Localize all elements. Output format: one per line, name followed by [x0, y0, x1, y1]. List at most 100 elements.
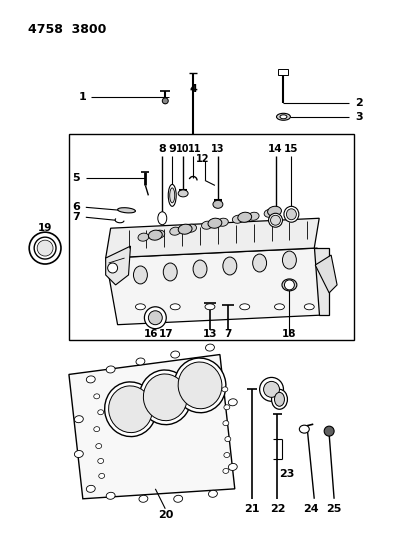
- Text: 24: 24: [304, 504, 319, 514]
- Ellipse shape: [98, 458, 104, 464]
- Ellipse shape: [268, 206, 282, 216]
- Text: 17: 17: [159, 329, 173, 338]
- Ellipse shape: [74, 416, 83, 423]
- Polygon shape: [106, 246, 131, 285]
- Ellipse shape: [86, 376, 95, 383]
- Ellipse shape: [104, 382, 156, 437]
- Ellipse shape: [170, 188, 175, 203]
- Ellipse shape: [154, 230, 165, 238]
- Ellipse shape: [74, 450, 83, 457]
- Ellipse shape: [264, 209, 275, 217]
- Ellipse shape: [282, 251, 296, 269]
- Ellipse shape: [202, 221, 213, 229]
- Ellipse shape: [178, 224, 192, 234]
- Ellipse shape: [94, 426, 100, 432]
- Ellipse shape: [174, 358, 226, 413]
- Text: 20: 20: [159, 510, 174, 520]
- Ellipse shape: [193, 260, 207, 278]
- Polygon shape: [314, 248, 329, 315]
- Text: 19: 19: [38, 223, 52, 233]
- Ellipse shape: [208, 490, 217, 497]
- Text: 14: 14: [268, 143, 283, 154]
- Ellipse shape: [240, 304, 250, 310]
- Circle shape: [284, 280, 295, 290]
- Text: 18: 18: [282, 329, 297, 338]
- Ellipse shape: [178, 362, 222, 409]
- Text: 3: 3: [355, 112, 363, 122]
- Ellipse shape: [106, 366, 115, 373]
- Ellipse shape: [222, 387, 228, 392]
- Ellipse shape: [223, 469, 229, 473]
- Ellipse shape: [217, 218, 228, 227]
- Ellipse shape: [223, 421, 229, 426]
- Circle shape: [29, 232, 61, 264]
- Ellipse shape: [272, 389, 287, 409]
- Text: 4758  3800: 4758 3800: [28, 23, 106, 36]
- Ellipse shape: [286, 209, 296, 220]
- Ellipse shape: [135, 304, 145, 310]
- Ellipse shape: [299, 425, 309, 433]
- Circle shape: [108, 263, 118, 273]
- Text: 23: 23: [279, 469, 294, 479]
- Ellipse shape: [208, 218, 222, 228]
- Ellipse shape: [99, 473, 105, 479]
- Text: 12: 12: [196, 154, 210, 164]
- Text: 9: 9: [168, 143, 176, 154]
- Polygon shape: [106, 248, 329, 325]
- Ellipse shape: [225, 437, 231, 442]
- Ellipse shape: [170, 227, 181, 235]
- Text: 2: 2: [355, 98, 363, 108]
- Ellipse shape: [282, 279, 297, 291]
- Ellipse shape: [271, 215, 280, 225]
- Text: 25: 25: [326, 504, 342, 514]
- Text: 8: 8: [158, 143, 166, 154]
- Ellipse shape: [186, 224, 197, 232]
- Ellipse shape: [171, 351, 180, 358]
- Ellipse shape: [133, 266, 147, 284]
- Text: 7: 7: [224, 329, 231, 338]
- Bar: [69, 134, 354, 340]
- Polygon shape: [315, 255, 337, 293]
- Ellipse shape: [138, 233, 149, 241]
- Ellipse shape: [304, 304, 314, 310]
- Ellipse shape: [106, 492, 115, 499]
- Polygon shape: [69, 354, 235, 499]
- Ellipse shape: [158, 212, 167, 225]
- Circle shape: [259, 377, 284, 401]
- Text: 13: 13: [211, 143, 225, 154]
- Text: 7: 7: [72, 212, 80, 222]
- Ellipse shape: [224, 405, 230, 410]
- Ellipse shape: [149, 230, 162, 240]
- Ellipse shape: [223, 257, 237, 275]
- Bar: [279, 69, 288, 75]
- Text: 10: 10: [176, 143, 190, 154]
- Circle shape: [34, 237, 56, 259]
- Ellipse shape: [163, 263, 177, 281]
- Ellipse shape: [118, 208, 135, 213]
- Ellipse shape: [253, 254, 266, 272]
- Text: 16: 16: [144, 329, 159, 338]
- Ellipse shape: [275, 304, 284, 310]
- Ellipse shape: [140, 370, 191, 425]
- Ellipse shape: [280, 115, 287, 119]
- Ellipse shape: [206, 344, 215, 351]
- Text: 6: 6: [72, 203, 80, 212]
- Ellipse shape: [98, 410, 104, 415]
- Ellipse shape: [228, 464, 237, 471]
- Ellipse shape: [96, 443, 102, 449]
- Ellipse shape: [178, 190, 188, 197]
- Ellipse shape: [136, 358, 145, 365]
- Text: 21: 21: [244, 504, 259, 514]
- Ellipse shape: [139, 495, 148, 502]
- Polygon shape: [106, 218, 319, 258]
- Ellipse shape: [94, 394, 100, 399]
- Ellipse shape: [232, 215, 243, 223]
- Text: 5: 5: [72, 173, 80, 183]
- Ellipse shape: [268, 213, 282, 227]
- Ellipse shape: [213, 200, 223, 208]
- Circle shape: [37, 240, 53, 256]
- Ellipse shape: [248, 212, 259, 220]
- Circle shape: [162, 98, 168, 104]
- Circle shape: [144, 307, 166, 329]
- Text: 15: 15: [284, 143, 299, 154]
